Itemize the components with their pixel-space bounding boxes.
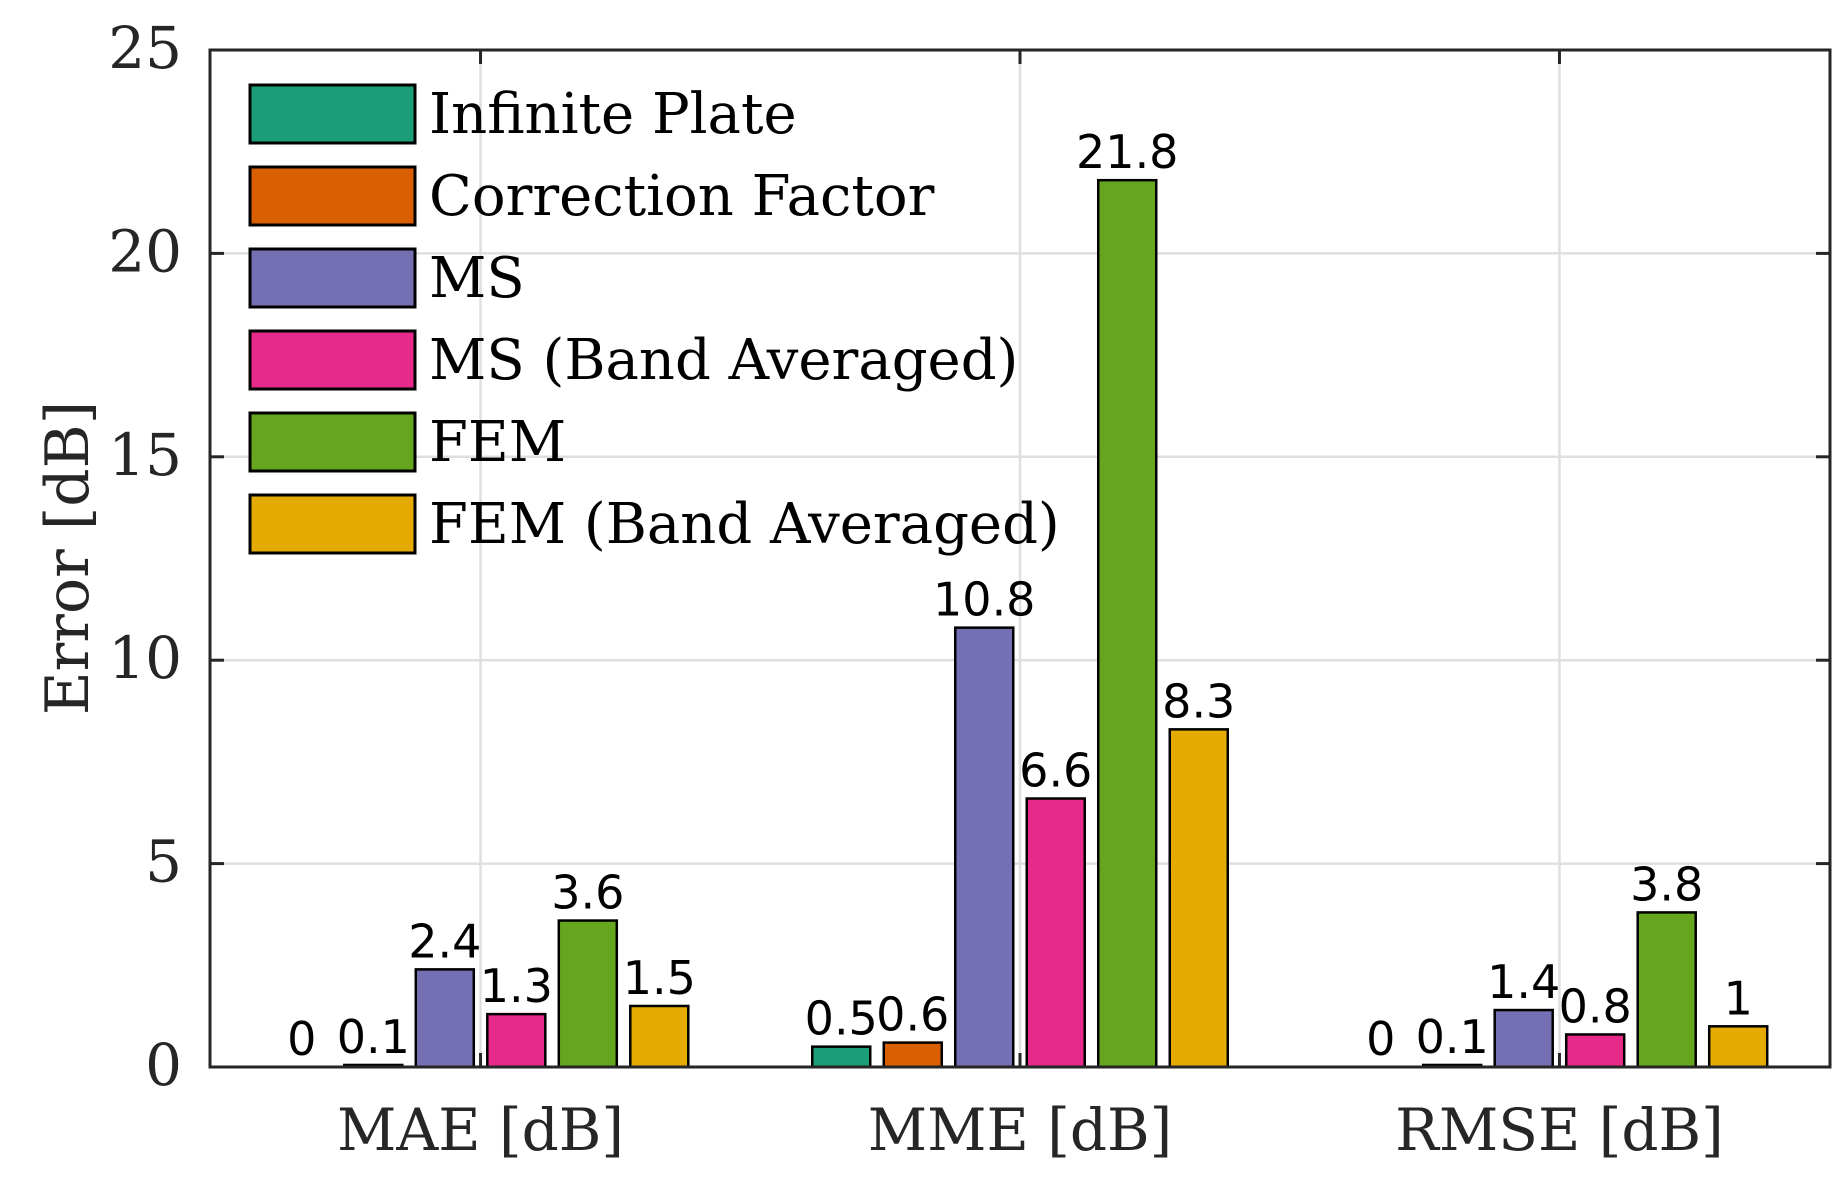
bar — [1097, 178, 1158, 1069]
bar-value-label: 1.3 — [480, 959, 553, 1013]
x-tick-labels: MAE [dB] MME [dB] RMSE [dB] — [337, 1096, 1724, 1164]
bar-value-label: 1 — [1724, 971, 1753, 1025]
bar-value-label: 0.6 — [876, 988, 949, 1042]
bar-value-label: 2.4 — [408, 914, 481, 968]
legend-label: FEM — [429, 410, 566, 475]
bar — [882, 1041, 943, 1069]
bar-value-label: 0.1 — [1416, 1010, 1489, 1064]
legend-swatch — [248, 247, 417, 309]
data-labels: 0 0.5 0 0.1 0.6 0.1 2.4 10.8 1.4 1.3 6.6 0.8 3.6 21.8… — [287, 125, 1753, 1066]
bar — [1707, 1025, 1769, 1069]
bar-value-label: 10.8 — [933, 573, 1035, 627]
bar — [414, 968, 476, 1069]
axis-ticks — [210, 48, 1830, 1069]
legend-label: Infinite Plate — [429, 82, 797, 147]
legend-swatch — [248, 83, 417, 145]
bar-value-label: 3.8 — [1630, 857, 1703, 911]
legend-swatch — [248, 411, 417, 473]
bar — [486, 1012, 547, 1069]
y-tick-label: 5 — [145, 828, 182, 896]
y-tick-label: 0 — [145, 1031, 182, 1099]
bar-value-label: 3.6 — [551, 866, 624, 920]
x-tick-label: RMSE [dB] — [1395, 1096, 1724, 1164]
bar — [1168, 728, 1229, 1069]
grid-lines — [210, 50, 1830, 1067]
bar-value-label: 0.1 — [337, 1010, 410, 1064]
y-tick-label: 10 — [108, 624, 182, 692]
y-tick-label: 20 — [108, 217, 182, 285]
bar-value-label: 0 — [1366, 1012, 1395, 1066]
bar-value-label: 0.8 — [1559, 979, 1632, 1033]
bar — [954, 626, 1015, 1069]
legend-label: FEM (Band Averaged) — [429, 492, 1060, 557]
legend-swatch — [248, 329, 417, 391]
legend-label: MS — [429, 246, 525, 311]
legend: Infinite Plate Correction Factor MS MS (Ban… — [248, 82, 1060, 557]
legend-label: Correction Factor — [429, 164, 935, 229]
legend-swatch — [248, 165, 417, 227]
bars — [343, 178, 1769, 1069]
bar-value-label: 8.3 — [1162, 674, 1235, 728]
bar — [629, 1004, 690, 1069]
y-tick-label: 15 — [108, 421, 182, 489]
bar — [1636, 911, 1697, 1069]
x-tick-label: MAE [dB] — [337, 1096, 624, 1164]
legend-swatch — [248, 493, 417, 555]
bar-value-label: 0 — [287, 1012, 316, 1066]
bar — [1025, 797, 1086, 1069]
bar — [1564, 1033, 1626, 1069]
bar — [1493, 1008, 1554, 1069]
y-tick-label: 25 — [108, 14, 182, 82]
x-tick-label: MME [dB] — [868, 1096, 1173, 1164]
bar-value-label: 0.5 — [805, 992, 878, 1046]
bar-value-label: 6.6 — [1019, 744, 1092, 798]
bar — [811, 1045, 872, 1069]
bar — [557, 919, 619, 1069]
y-axis-title: Error [dB] — [33, 401, 103, 715]
bar-value-label: 1.5 — [623, 951, 696, 1005]
y-tick-labels: 0 5 10 15 20 25 — [108, 14, 182, 1099]
bar-value-label: 1.4 — [1487, 955, 1560, 1009]
legend-label: MS (Band Averaged) — [429, 328, 1018, 393]
bar-value-label: 21.8 — [1076, 125, 1178, 179]
